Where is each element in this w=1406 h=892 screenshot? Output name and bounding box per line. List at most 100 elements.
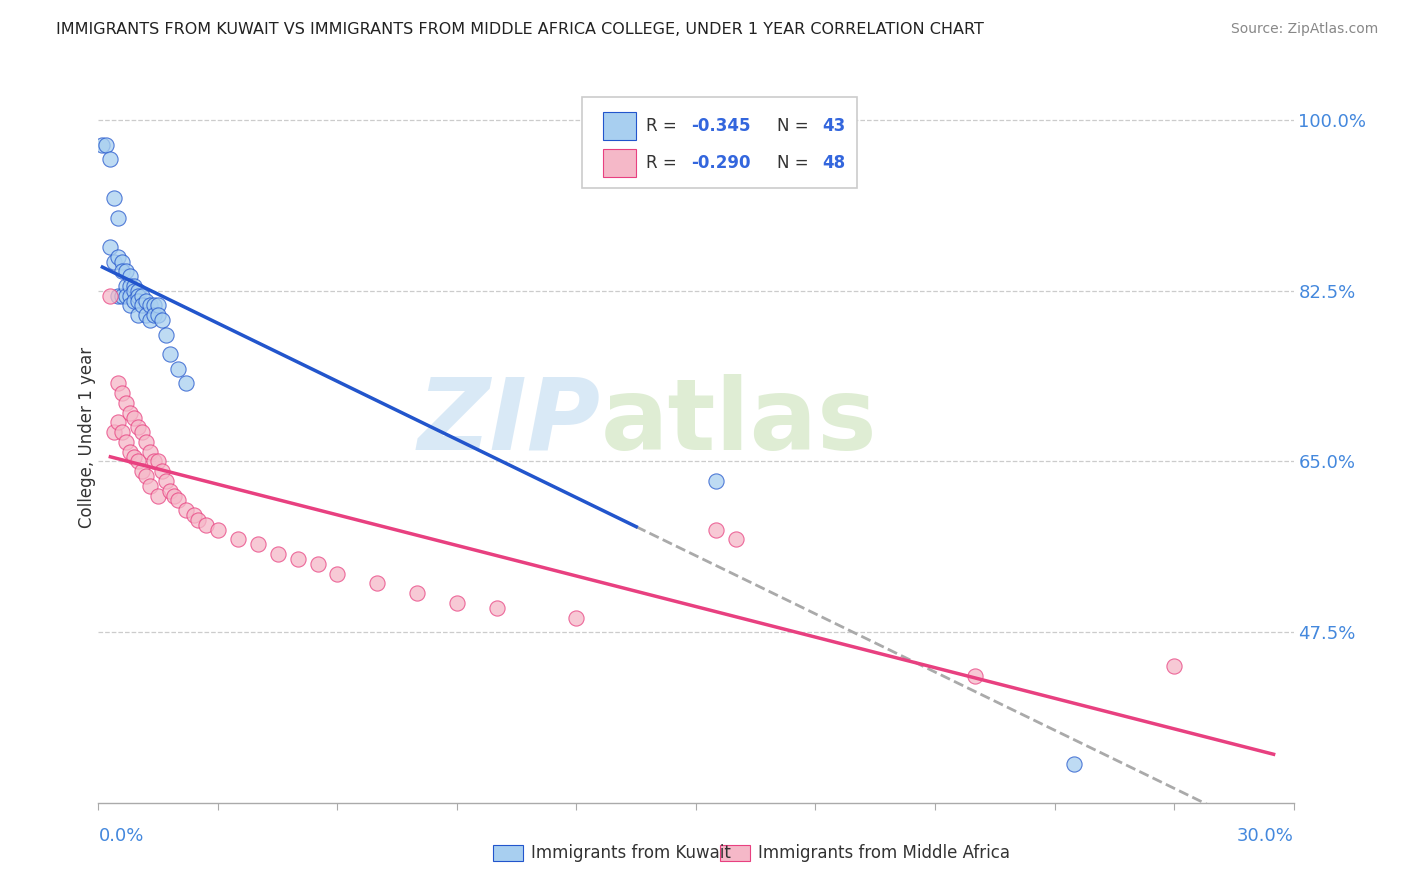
Point <box>107 211 129 225</box>
Point <box>287 552 309 566</box>
Text: Source: ZipAtlas.com: Source: ZipAtlas.com <box>1230 22 1378 37</box>
Point <box>159 347 181 361</box>
Point <box>115 288 138 302</box>
Point <box>159 483 181 498</box>
Point <box>163 489 186 503</box>
Point <box>115 264 138 278</box>
Text: 30.0%: 30.0% <box>1237 827 1294 846</box>
Point <box>131 464 153 478</box>
Point <box>120 406 142 420</box>
Point <box>150 313 173 327</box>
Point <box>148 308 170 322</box>
Point <box>155 474 177 488</box>
Point <box>98 240 122 254</box>
Point <box>135 434 157 449</box>
Point <box>127 454 149 468</box>
Point <box>143 298 166 312</box>
Point <box>111 254 134 268</box>
Point <box>127 293 149 308</box>
Point <box>124 284 146 298</box>
Point <box>148 298 170 312</box>
Point <box>307 557 329 571</box>
Point <box>167 361 190 376</box>
Point <box>103 254 125 268</box>
Text: N =: N = <box>778 117 814 136</box>
Point <box>150 464 173 478</box>
Point <box>115 396 138 410</box>
Point <box>120 288 142 302</box>
Point <box>111 386 134 401</box>
Text: R =: R = <box>645 153 682 172</box>
Point <box>127 420 149 434</box>
Point <box>143 454 166 468</box>
Point <box>131 288 153 302</box>
Point <box>446 596 468 610</box>
Point <box>124 450 146 464</box>
Point <box>406 586 429 600</box>
Point <box>139 479 162 493</box>
Point <box>366 576 388 591</box>
Point <box>127 288 149 302</box>
Text: -0.290: -0.290 <box>692 153 751 172</box>
Point <box>326 566 349 581</box>
Point <box>143 308 166 322</box>
Point <box>120 279 142 293</box>
Point <box>485 600 508 615</box>
Text: IMMIGRANTS FROM KUWAIT VS IMMIGRANTS FROM MIDDLE AFRICA COLLEGE, UNDER 1 YEAR CO: IMMIGRANTS FROM KUWAIT VS IMMIGRANTS FRO… <box>56 22 984 37</box>
Point <box>167 493 190 508</box>
Point <box>127 308 149 322</box>
Point <box>111 264 134 278</box>
Point <box>1063 756 1085 771</box>
Point <box>111 425 134 440</box>
Point <box>124 279 146 293</box>
Point <box>148 454 170 468</box>
Text: Immigrants from Middle Africa: Immigrants from Middle Africa <box>758 844 1010 863</box>
Point <box>98 288 122 302</box>
Point <box>174 376 197 391</box>
Point <box>226 533 249 547</box>
Text: Immigrants from Kuwait: Immigrants from Kuwait <box>531 844 731 863</box>
Point <box>107 376 129 391</box>
Point <box>1163 659 1185 673</box>
Point <box>704 474 727 488</box>
Point <box>120 298 142 312</box>
Point <box>127 284 149 298</box>
Bar <box>603 149 637 177</box>
Text: 43: 43 <box>823 117 846 136</box>
Point <box>724 533 747 547</box>
Text: -0.345: -0.345 <box>692 117 751 136</box>
Point <box>207 523 229 537</box>
Point <box>124 293 146 308</box>
Point <box>131 298 153 312</box>
Text: ZIP: ZIP <box>418 374 600 471</box>
Point <box>565 610 588 624</box>
Point <box>704 523 727 537</box>
Point <box>135 308 157 322</box>
Point <box>187 513 209 527</box>
Point <box>91 137 114 152</box>
Point <box>139 298 162 312</box>
Text: N =: N = <box>778 153 814 172</box>
Point <box>148 489 170 503</box>
Text: 48: 48 <box>823 153 846 172</box>
Point <box>96 137 118 152</box>
Point <box>135 469 157 483</box>
Point <box>111 288 134 302</box>
Point <box>115 434 138 449</box>
Bar <box>494 846 523 862</box>
Point <box>139 313 162 327</box>
Point <box>107 416 129 430</box>
Point <box>246 537 269 551</box>
Point <box>98 152 122 166</box>
Point <box>124 410 146 425</box>
Point <box>103 425 125 440</box>
Point <box>174 503 197 517</box>
Point <box>131 425 153 440</box>
Y-axis label: College, Under 1 year: College, Under 1 year <box>79 346 96 528</box>
Point <box>139 444 162 458</box>
Point <box>107 288 129 302</box>
Point <box>120 269 142 284</box>
Point <box>135 293 157 308</box>
Point <box>195 517 218 532</box>
Point <box>120 444 142 458</box>
